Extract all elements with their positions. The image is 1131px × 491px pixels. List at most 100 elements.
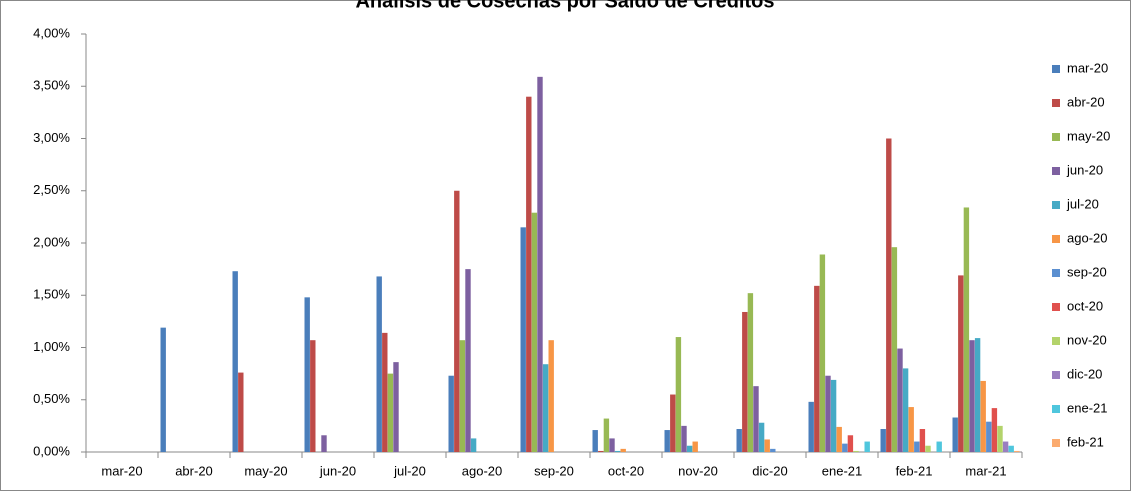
bar xyxy=(387,373,394,452)
legend-label: sep-20 xyxy=(1067,264,1107,279)
bar xyxy=(454,190,460,452)
bar xyxy=(891,247,898,452)
bar xyxy=(847,435,854,452)
bar xyxy=(304,297,310,452)
bar xyxy=(603,418,610,452)
bar xyxy=(692,441,698,452)
bar xyxy=(310,340,316,452)
bar xyxy=(986,421,992,452)
bar xyxy=(963,207,970,452)
bar xyxy=(537,76,543,452)
bar xyxy=(736,429,742,452)
bar xyxy=(814,285,820,452)
x-tick-label: mar-20 xyxy=(101,463,142,478)
x-tick-label: ago-20 xyxy=(462,463,502,478)
bar xyxy=(753,386,759,452)
bar xyxy=(864,441,870,452)
y-tick-label: 0,00% xyxy=(33,443,70,458)
legend-swatch xyxy=(1052,371,1060,379)
bar xyxy=(465,269,471,452)
bar xyxy=(952,417,958,452)
bar xyxy=(620,448,626,452)
bar xyxy=(542,364,549,452)
bar xyxy=(742,311,748,452)
x-tick-label: feb-21 xyxy=(896,463,933,478)
y-tick-label: 2,50% xyxy=(33,182,70,197)
y-tick-label: 3,00% xyxy=(33,130,70,145)
bar xyxy=(376,276,382,452)
bar xyxy=(382,332,388,452)
legend-swatch xyxy=(1052,337,1060,345)
bar xyxy=(997,425,1003,452)
chart-title: Análisis de Cosechas por Saldo de Crédit… xyxy=(355,0,774,12)
legend-label: mar-20 xyxy=(1067,60,1108,75)
y-tick-label: 3,50% xyxy=(33,78,70,93)
y-tick-label: 2,00% xyxy=(33,234,70,249)
bar xyxy=(886,138,892,452)
legend-swatch xyxy=(1052,65,1060,73)
legend-swatch xyxy=(1052,439,1060,447)
legend-label: oct-20 xyxy=(1067,298,1103,313)
x-tick-label: jun-20 xyxy=(319,463,356,478)
bar xyxy=(919,429,926,452)
legend-label: jul-20 xyxy=(1066,196,1099,211)
legend-label: abr-20 xyxy=(1067,94,1105,109)
bar xyxy=(598,450,604,452)
bar xyxy=(914,441,920,452)
x-tick-label: ene-21 xyxy=(822,463,862,478)
bar xyxy=(321,435,327,452)
bar xyxy=(1008,445,1014,452)
bar xyxy=(902,368,909,452)
x-tick-label: nov-20 xyxy=(678,463,718,478)
bar xyxy=(592,430,598,452)
bar xyxy=(681,425,687,452)
legend-label: ago-20 xyxy=(1067,230,1107,245)
bar xyxy=(675,337,682,452)
bar xyxy=(770,448,776,452)
bar xyxy=(686,445,693,452)
bar xyxy=(670,394,676,452)
bar xyxy=(836,426,842,452)
bar xyxy=(880,429,886,452)
bar xyxy=(925,445,931,452)
y-tick-label: 4,00% xyxy=(33,25,70,40)
x-tick-label: dic-20 xyxy=(752,463,787,478)
bar xyxy=(825,375,831,452)
bar xyxy=(842,443,848,452)
bar xyxy=(160,327,166,452)
bar xyxy=(470,438,477,452)
legend-label: jun-20 xyxy=(1066,162,1103,177)
bar xyxy=(664,430,670,452)
x-tick-label: may-20 xyxy=(244,463,287,478)
bar xyxy=(980,380,986,452)
bar xyxy=(232,271,238,452)
legend-label: may-20 xyxy=(1067,128,1110,143)
bar xyxy=(819,254,826,452)
y-tick-label: 1,00% xyxy=(33,339,70,354)
bar xyxy=(897,348,903,452)
x-tick-label: mar-21 xyxy=(965,463,1006,478)
bar xyxy=(936,441,942,452)
bar xyxy=(969,340,975,452)
legend-swatch xyxy=(1052,269,1060,277)
legend-swatch xyxy=(1052,99,1060,107)
bar xyxy=(238,372,244,452)
bar xyxy=(908,407,914,452)
legend-swatch xyxy=(1052,201,1060,209)
x-tick-label: oct-20 xyxy=(608,463,644,478)
bar xyxy=(448,375,454,452)
bar xyxy=(393,362,399,452)
bar xyxy=(609,438,615,452)
legend-label: nov-20 xyxy=(1067,332,1107,347)
x-tick-label: abr-20 xyxy=(175,463,213,478)
bar xyxy=(991,408,998,452)
bar xyxy=(548,340,554,452)
bar xyxy=(808,401,814,452)
bar xyxy=(459,340,466,452)
x-tick-label: sep-20 xyxy=(534,463,574,478)
legend-swatch xyxy=(1052,303,1060,311)
legend-swatch xyxy=(1052,235,1060,243)
bar xyxy=(764,439,770,452)
legend-swatch xyxy=(1052,167,1060,175)
